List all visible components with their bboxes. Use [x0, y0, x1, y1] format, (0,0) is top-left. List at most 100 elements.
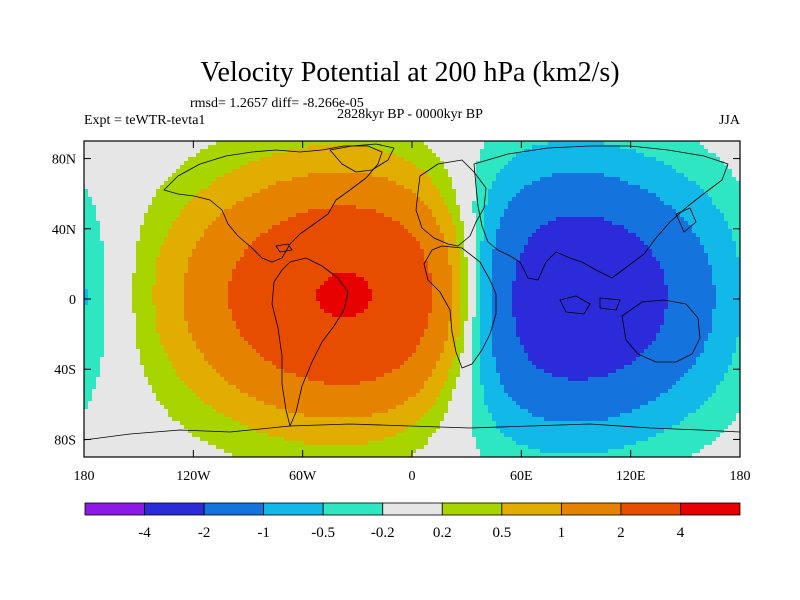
field-cell — [112, 193, 117, 198]
field-cell — [132, 313, 137, 318]
field-cell — [172, 297, 177, 302]
field-cell — [132, 193, 137, 198]
field-cell — [332, 185, 337, 190]
field-cell — [112, 325, 117, 330]
field-cell — [284, 333, 289, 338]
field-cell — [228, 321, 233, 326]
field-cell — [100, 321, 105, 326]
field-cell — [276, 341, 281, 346]
field-cell — [252, 441, 257, 446]
field-cell — [316, 325, 321, 330]
field-cell — [132, 269, 137, 274]
field-cell — [144, 361, 149, 366]
field-cell — [96, 201, 101, 206]
field-cell — [188, 293, 193, 298]
field-cell — [236, 409, 241, 414]
field-cell — [224, 189, 229, 194]
field-cell — [288, 297, 293, 302]
field-cell — [156, 441, 161, 446]
field-cell — [112, 217, 117, 222]
field-cell — [140, 397, 145, 402]
field-cell — [104, 433, 109, 438]
field-cell — [164, 173, 169, 178]
field-cell — [284, 441, 289, 446]
field-cell — [284, 389, 289, 394]
field-cell — [176, 153, 181, 158]
field-cell — [252, 417, 257, 422]
field-cell — [116, 301, 121, 306]
contour-field — [84, 141, 740, 457]
field-cell — [220, 333, 225, 338]
field-cell — [260, 245, 265, 250]
field-cell — [200, 293, 205, 298]
field-cell — [256, 261, 261, 266]
field-cell — [300, 197, 305, 202]
field-cell — [200, 285, 205, 290]
field-cell — [200, 237, 205, 242]
field-cell — [264, 157, 269, 162]
field-cell — [84, 145, 89, 150]
field-cell — [300, 381, 305, 386]
field-cell — [308, 161, 313, 166]
field-cell — [204, 357, 209, 362]
field-cell — [152, 357, 157, 362]
field-cell — [216, 149, 221, 154]
field-cell — [244, 249, 249, 254]
field-cell — [320, 145, 325, 150]
field-cell — [180, 429, 185, 434]
field-cell — [248, 149, 253, 154]
field-cell — [292, 145, 297, 150]
field-cell — [204, 313, 209, 318]
field-cell — [304, 429, 309, 434]
field-cell — [196, 401, 201, 406]
field-cell — [140, 181, 145, 186]
field-cell — [240, 369, 245, 374]
field-cell — [212, 185, 217, 190]
field-cell — [156, 269, 161, 274]
field-cell — [236, 281, 241, 286]
field-cell — [216, 173, 221, 178]
field-cell — [204, 337, 209, 342]
field-cell — [292, 213, 297, 218]
field-cell — [200, 193, 205, 198]
field-cell — [168, 449, 173, 454]
field-cell — [148, 309, 153, 314]
field-cell — [288, 417, 293, 422]
field-cell — [128, 281, 133, 286]
field-cell — [292, 365, 297, 370]
field-cell — [172, 253, 177, 258]
field-cell — [276, 213, 281, 218]
field-cell — [332, 385, 337, 390]
field-cell — [180, 281, 185, 286]
field-cell — [124, 297, 129, 302]
field-cell — [252, 413, 257, 418]
field-cell — [184, 173, 189, 178]
field-cell — [92, 189, 97, 194]
field-cell — [296, 145, 301, 150]
field-cell — [308, 341, 313, 346]
field-cell — [156, 201, 161, 206]
field-cell — [316, 337, 321, 342]
field-cell — [172, 429, 177, 434]
field-cell — [140, 301, 145, 306]
field-cell — [176, 373, 181, 378]
field-cell — [276, 381, 281, 386]
field-cell — [208, 329, 213, 334]
field-cell — [224, 417, 229, 422]
field-cell — [144, 161, 149, 166]
field-cell — [312, 317, 317, 322]
field-cell — [204, 433, 209, 438]
field-cell — [316, 333, 321, 338]
field-cell — [120, 173, 125, 178]
field-cell — [196, 169, 201, 174]
field-cell — [112, 265, 117, 270]
field-cell — [248, 185, 253, 190]
field-cell — [328, 285, 333, 290]
field-cell — [252, 301, 257, 306]
field-cell — [316, 201, 321, 206]
field-cell — [256, 181, 261, 186]
field-cell — [188, 325, 193, 330]
field-cell — [184, 261, 189, 266]
field-cell — [272, 229, 277, 234]
field-cell — [144, 409, 149, 414]
